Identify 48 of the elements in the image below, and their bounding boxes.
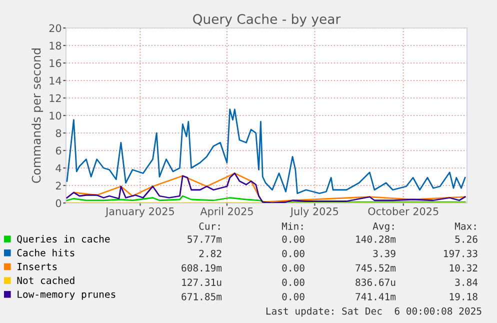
y-tick-label: 20 (49, 24, 62, 32)
x-tick-label: October 2025 (368, 207, 438, 216)
text: 0.00 (282, 292, 304, 300)
text: 140.28m (356, 235, 396, 243)
text: Min: (282, 222, 303, 230)
y-tick-label: 2 (56, 182, 61, 190)
x-tick-label: January 2025 (105, 207, 174, 218)
text: 19.18 (450, 292, 478, 300)
y-tick-label: 10 (50, 112, 62, 120)
text: 0.00 (282, 278, 304, 286)
text: 0.00 (282, 264, 304, 272)
text: 741.41m (356, 293, 396, 300)
text: 10.32 (450, 264, 478, 272)
y-axis-title: Commands per second (32, 48, 44, 183)
legend-label: Not cached (17, 276, 74, 284)
text: 3.39 (373, 250, 396, 258)
y-tick-label: 16 (50, 59, 62, 68)
text: Last update: Sat Dec 6 00:00:08 2025 (266, 307, 482, 317)
text: 671.85m (182, 292, 222, 300)
line-series (66, 108, 466, 194)
y-tick-label: 0 (56, 199, 62, 208)
chart-title: Query Cache - by year (193, 14, 341, 27)
y-tick-label: 14 (50, 76, 62, 84)
text: Max: (454, 222, 476, 230)
legend-label: Queries in cache (17, 235, 110, 244)
text: 0.00 (282, 235, 304, 243)
legend-label: Inserts (18, 263, 57, 270)
legend-label: Cache hits (17, 248, 74, 256)
x-tick-label: April 2025 (200, 207, 253, 218)
text: 2.82 (199, 250, 222, 258)
text: 836.67u (356, 278, 396, 286)
text: 5.26 (455, 235, 478, 243)
y-tick-label: 6 (56, 146, 62, 155)
y-tick-label: 12 (50, 94, 61, 102)
y-tick-label: 4 (56, 164, 62, 172)
text: Avg: (372, 222, 394, 232)
text: 745.52m (356, 264, 396, 272)
legend-label: Low-memory prunes (18, 290, 116, 300)
x-tick-label: July 2025 (290, 207, 338, 218)
text: 197.33 (444, 250, 478, 258)
y-tick-label: 8 (56, 129, 62, 138)
text: 3.84 (455, 278, 478, 286)
text: 0.00 (282, 250, 304, 258)
text: 608.19m (182, 264, 222, 272)
y-tick-label: 18 (50, 42, 62, 50)
text: 127.31u (182, 278, 222, 286)
text: Cur: (199, 222, 220, 230)
text: 57.77m (188, 236, 222, 243)
